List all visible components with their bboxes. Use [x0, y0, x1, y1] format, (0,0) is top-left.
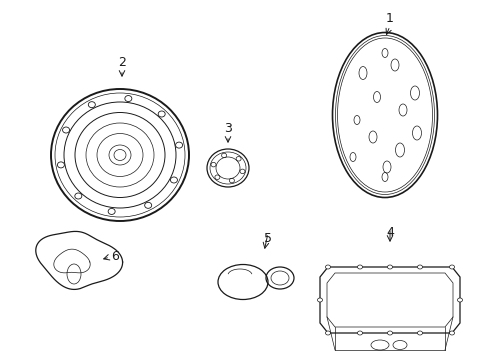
Ellipse shape	[317, 298, 322, 302]
Ellipse shape	[57, 162, 64, 168]
Ellipse shape	[457, 298, 462, 302]
Ellipse shape	[448, 331, 453, 335]
Ellipse shape	[386, 265, 392, 269]
Ellipse shape	[175, 142, 182, 148]
Ellipse shape	[144, 202, 151, 208]
Ellipse shape	[357, 265, 362, 269]
Text: 1: 1	[385, 12, 393, 24]
Ellipse shape	[124, 95, 132, 102]
Ellipse shape	[448, 265, 453, 269]
Ellipse shape	[357, 331, 362, 335]
Ellipse shape	[75, 193, 81, 199]
Ellipse shape	[417, 331, 422, 335]
Ellipse shape	[325, 331, 330, 335]
Text: 6: 6	[111, 251, 119, 264]
Ellipse shape	[88, 102, 95, 108]
Ellipse shape	[325, 265, 330, 269]
Text: 2: 2	[118, 55, 126, 68]
Ellipse shape	[170, 177, 177, 183]
Text: 5: 5	[264, 231, 271, 244]
Text: 4: 4	[385, 226, 393, 239]
Ellipse shape	[386, 331, 392, 335]
Ellipse shape	[108, 208, 115, 215]
Ellipse shape	[417, 265, 422, 269]
Ellipse shape	[62, 127, 69, 133]
Ellipse shape	[158, 111, 165, 117]
Text: 3: 3	[224, 122, 231, 135]
